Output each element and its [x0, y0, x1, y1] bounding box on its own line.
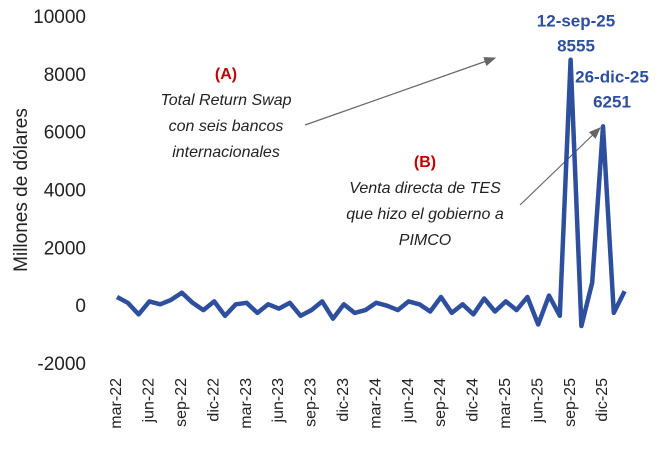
- annotation-label: (A): [215, 66, 237, 83]
- arrow-a: [304, 57, 497, 126]
- annotation-label: (B): [414, 154, 436, 171]
- annotation-text: PIMCO: [399, 232, 451, 249]
- annotation-text: internacionales: [172, 144, 280, 161]
- y-tick-label: 4000: [44, 181, 86, 202]
- x-tick-label: dic-23: [335, 378, 352, 422]
- annotation-text: Total Return Swap: [160, 92, 291, 109]
- x-tick-label: mar-23: [238, 378, 255, 429]
- y-tick-label: 2000: [44, 238, 86, 259]
- x-tick-label: sep-24: [432, 378, 449, 427]
- x-tick-label: jun-23: [270, 378, 287, 424]
- x-tick-label: dic-25: [594, 378, 611, 422]
- line-series: [115, 57, 627, 329]
- y-tick-label: 0: [75, 296, 86, 317]
- x-tick-label: mar-22: [108, 378, 125, 429]
- y-axis-label: Millones de dólares: [11, 108, 32, 272]
- y-tick-label: -2000: [37, 354, 86, 375]
- x-tick-label: sep-25: [562, 378, 579, 427]
- y-tick-label: 8000: [44, 65, 86, 86]
- x-tick-label: mar-24: [367, 378, 384, 429]
- x-tick-label: dic-24: [465, 378, 482, 422]
- y-tick-label: 6000: [44, 123, 86, 144]
- point-date-label: 26-dic-25: [575, 67, 649, 86]
- annotation-text: que hizo el gobierno a: [346, 206, 504, 223]
- x-tick-label: sep-22: [173, 378, 190, 427]
- point-date-label: 12-sep-25: [537, 11, 615, 30]
- annotation-text: con seis bancos: [169, 118, 284, 135]
- y-tick-label: 10000: [33, 7, 86, 28]
- annotation-text: Venta directa de TES: [349, 180, 501, 197]
- arrow-b: [519, 127, 601, 206]
- point-value-label: 8555: [557, 36, 595, 55]
- x-tick-label: mar-25: [497, 378, 514, 429]
- point-value-label: 6251: [593, 92, 631, 111]
- x-tick-label: jun-25: [529, 378, 546, 424]
- x-tick-label: jun-24: [400, 378, 417, 424]
- x-tick-label: dic-22: [205, 378, 222, 422]
- x-tick-label: sep-23: [303, 378, 320, 427]
- x-tick-label: jun-22: [141, 378, 158, 424]
